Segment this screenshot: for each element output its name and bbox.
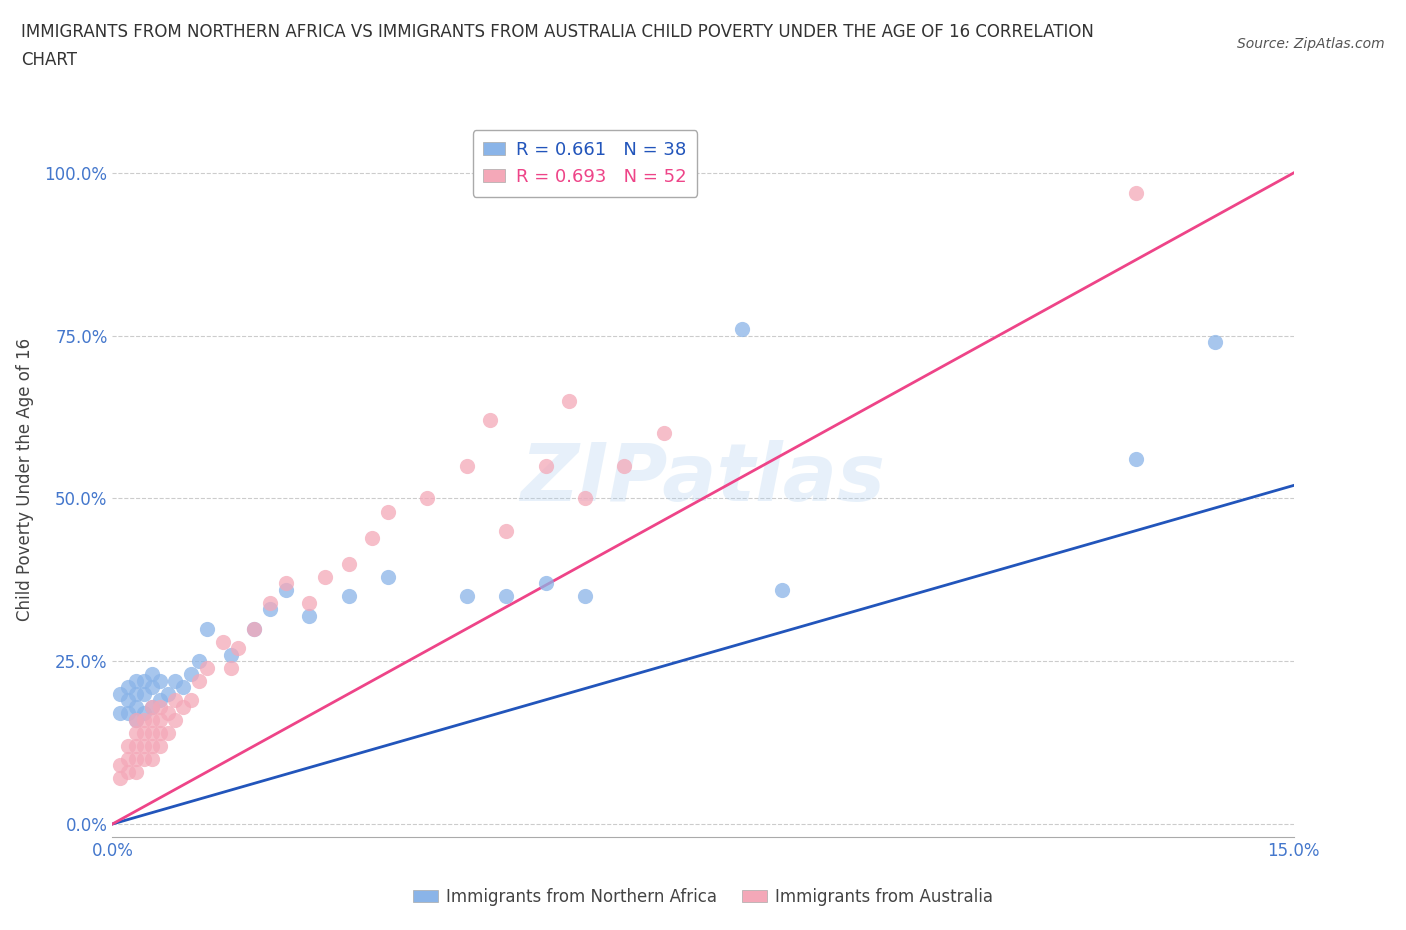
Point <box>132 673 155 688</box>
Point <box>188 673 211 688</box>
Point <box>180 667 202 682</box>
Point <box>188 654 211 669</box>
Point <box>132 738 155 753</box>
Point <box>125 751 148 766</box>
Point <box>132 712 155 727</box>
Point <box>165 693 187 708</box>
Point <box>156 686 179 701</box>
Point <box>117 706 139 721</box>
Point <box>172 699 194 714</box>
Text: ZIPatlas: ZIPatlas <box>520 440 886 518</box>
Point <box>558 393 581 408</box>
Point <box>219 660 242 675</box>
Point <box>149 673 172 688</box>
Point <box>534 458 557 473</box>
Point <box>259 602 281 617</box>
Point <box>141 712 163 727</box>
Point <box>156 725 179 740</box>
Point <box>1125 185 1147 200</box>
Point <box>259 595 281 610</box>
Point <box>211 634 233 649</box>
Point <box>132 686 155 701</box>
Point <box>314 569 336 584</box>
Point <box>125 699 148 714</box>
Point <box>110 706 132 721</box>
Point <box>117 751 139 766</box>
Point <box>141 725 163 740</box>
Point <box>141 751 163 766</box>
Point <box>479 413 502 428</box>
Point <box>132 751 155 766</box>
Text: Source: ZipAtlas.com: Source: ZipAtlas.com <box>1237 37 1385 51</box>
Point <box>172 680 194 695</box>
Point <box>377 504 399 519</box>
Point <box>141 699 163 714</box>
Point <box>110 771 132 786</box>
Point <box>149 693 172 708</box>
Point <box>495 589 517 604</box>
Point <box>337 589 360 604</box>
Point <box>125 712 148 727</box>
Point <box>495 524 517 538</box>
Point <box>613 458 636 473</box>
Point <box>180 693 202 708</box>
Point <box>141 738 163 753</box>
Point <box>377 569 399 584</box>
Point <box>110 686 132 701</box>
Point <box>574 491 596 506</box>
Legend: Immigrants from Northern Africa, Immigrants from Australia: Immigrants from Northern Africa, Immigra… <box>406 881 1000 912</box>
Point <box>132 725 155 740</box>
Point <box>195 621 218 636</box>
Point <box>298 608 321 623</box>
Text: CHART: CHART <box>21 51 77 69</box>
Point <box>149 738 172 753</box>
Point <box>534 576 557 591</box>
Point <box>165 712 187 727</box>
Point <box>770 582 793 597</box>
Point <box>132 706 155 721</box>
Point <box>1204 335 1226 350</box>
Point <box>574 589 596 604</box>
Point <box>141 680 163 695</box>
Point <box>110 758 132 773</box>
Point <box>1125 452 1147 467</box>
Point <box>125 712 148 727</box>
Point <box>416 491 439 506</box>
Point <box>117 738 139 753</box>
Point <box>149 712 172 727</box>
Point <box>228 641 250 656</box>
Point <box>243 621 266 636</box>
Point <box>361 530 384 545</box>
Point <box>141 667 163 682</box>
Point <box>125 738 148 753</box>
Point <box>219 647 242 662</box>
Point <box>456 589 478 604</box>
Point <box>337 556 360 571</box>
Point <box>652 426 675 441</box>
Point <box>456 458 478 473</box>
Point <box>156 706 179 721</box>
Point <box>125 764 148 779</box>
Y-axis label: Child Poverty Under the Age of 16: Child Poverty Under the Age of 16 <box>15 338 34 620</box>
Point <box>243 621 266 636</box>
Point <box>117 693 139 708</box>
Text: IMMIGRANTS FROM NORTHERN AFRICA VS IMMIGRANTS FROM AUSTRALIA CHILD POVERTY UNDER: IMMIGRANTS FROM NORTHERN AFRICA VS IMMIG… <box>21 23 1094 41</box>
Point <box>125 673 148 688</box>
Point <box>149 699 172 714</box>
Point <box>117 680 139 695</box>
Point <box>125 725 148 740</box>
Legend: R = 0.661   N = 38, R = 0.693   N = 52: R = 0.661 N = 38, R = 0.693 N = 52 <box>472 130 697 196</box>
Point <box>195 660 218 675</box>
Point <box>274 582 297 597</box>
Point <box>141 699 163 714</box>
Point <box>117 764 139 779</box>
Point <box>165 673 187 688</box>
Point <box>274 576 297 591</box>
Point <box>731 322 754 337</box>
Point <box>125 686 148 701</box>
Point <box>298 595 321 610</box>
Point <box>149 725 172 740</box>
